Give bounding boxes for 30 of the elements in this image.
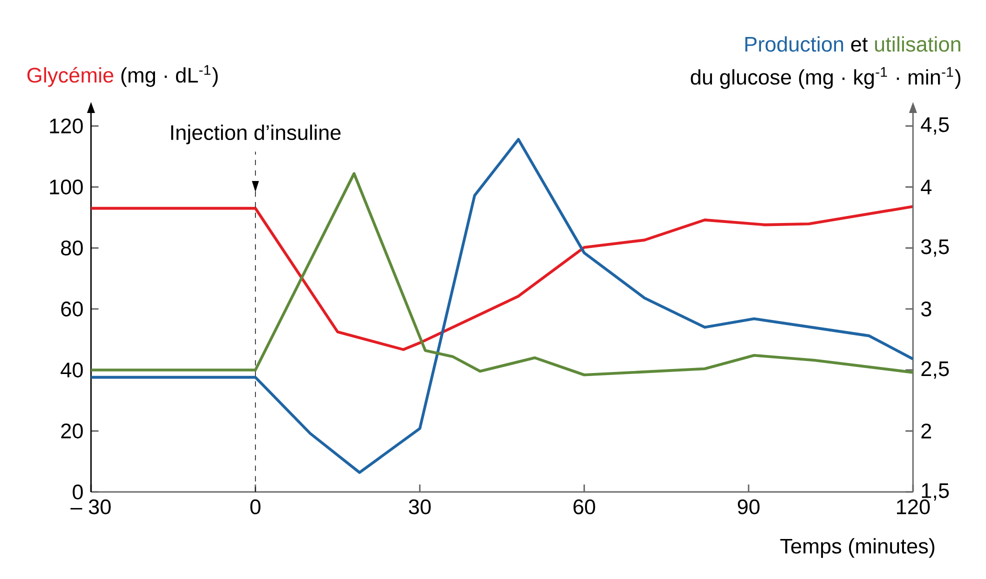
y2-axis-title: du glucose (mg · kg$^{-1}$ · min$^{-1}$) xyxy=(690,67,960,89)
y2-tick-label: 3 xyxy=(921,302,932,316)
x-axis-title: Temps (minutes) xyxy=(780,538,934,558)
x-tick-label: 120 xyxy=(897,499,930,514)
y2-tick-label: 1,5 xyxy=(922,483,949,501)
line-series xyxy=(90,172,914,376)
y2-tick-label: 4 xyxy=(920,180,932,194)
y2-tick-label: 2,5 xyxy=(921,361,949,379)
text: et xyxy=(851,38,868,52)
y-tick-label: 60 xyxy=(61,302,83,316)
x-tick-label: 90 xyxy=(738,499,760,514)
text: Glycémie xyxy=(27,66,114,87)
x-tick-label: 0 xyxy=(250,499,260,514)
x-tick-label: – 30 xyxy=(70,499,111,514)
y-axis-title: (mg · dL$^{-1}$) xyxy=(121,65,218,87)
ref-line-label: Injection d’insuline xyxy=(171,124,341,144)
x-tick-label: 60 xyxy=(574,499,596,514)
y-tick-label: 120 xyxy=(50,118,83,134)
y2-tick-label: 2 xyxy=(921,424,932,438)
text: Production xyxy=(745,36,844,52)
y2-tick-label: 4,5 xyxy=(920,117,949,135)
y2-tick-label: 3,5 xyxy=(921,239,949,257)
y-tick-label: 20 xyxy=(61,424,83,438)
text: utilisation xyxy=(875,36,960,52)
x-tick-label: 30 xyxy=(408,499,431,514)
y-tick-label: 0 xyxy=(72,484,83,500)
y-tick-label: 40 xyxy=(60,362,83,378)
y-tick-label: 100 xyxy=(50,180,83,194)
line-series xyxy=(90,205,914,351)
y-tick-label: 80 xyxy=(61,240,83,256)
